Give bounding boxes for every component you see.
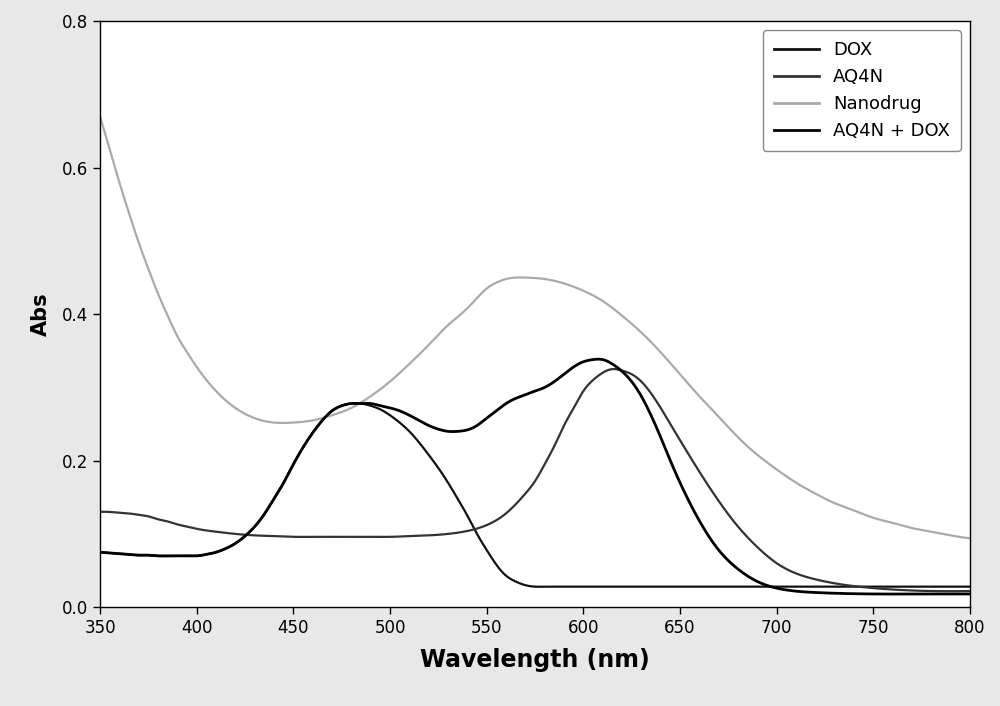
AQ4N bbox=[755, 546, 767, 555]
AQ4N bbox=[844, 582, 856, 590]
AQ4N + DOX bbox=[623, 374, 635, 383]
AQ4N bbox=[964, 587, 976, 595]
AQ4N + DOX bbox=[964, 590, 976, 598]
AQ4N + DOX bbox=[147, 551, 159, 560]
DOX bbox=[601, 582, 613, 591]
Line: DOX: DOX bbox=[100, 403, 970, 587]
AQ4N + DOX bbox=[94, 548, 106, 556]
Nanodrug bbox=[147, 277, 159, 286]
AQ4N + DOX bbox=[891, 590, 903, 598]
AQ4N bbox=[599, 367, 611, 376]
Nanodrug bbox=[622, 316, 634, 325]
DOX bbox=[147, 551, 159, 560]
Nanodrug bbox=[648, 341, 660, 349]
Line: Nanodrug: Nanodrug bbox=[100, 116, 970, 538]
AQ4N + DOX bbox=[844, 590, 856, 598]
Nanodrug bbox=[964, 534, 976, 542]
AQ4N bbox=[944, 587, 956, 595]
AQ4N bbox=[608, 365, 620, 373]
Nanodrug bbox=[754, 453, 766, 461]
DOX bbox=[94, 548, 106, 556]
AQ4N + DOX bbox=[600, 357, 612, 365]
DOX bbox=[350, 399, 362, 407]
AQ4N bbox=[94, 508, 106, 516]
DOX bbox=[756, 582, 768, 591]
Y-axis label: Abs: Abs bbox=[31, 292, 51, 336]
DOX bbox=[964, 582, 976, 591]
DOX bbox=[624, 582, 636, 591]
Nanodrug bbox=[843, 504, 855, 513]
DOX bbox=[533, 582, 545, 591]
Line: AQ4N: AQ4N bbox=[100, 369, 970, 591]
AQ4N bbox=[649, 395, 661, 404]
Nanodrug bbox=[94, 112, 106, 121]
AQ4N + DOX bbox=[649, 421, 661, 429]
DOX bbox=[650, 582, 662, 591]
Nanodrug bbox=[599, 299, 611, 307]
Legend: DOX, AQ4N, Nanodrug, AQ4N + DOX: DOX, AQ4N, Nanodrug, AQ4N + DOX bbox=[763, 30, 961, 151]
AQ4N bbox=[623, 369, 635, 377]
AQ4N + DOX bbox=[593, 355, 605, 364]
X-axis label: Wavelength (nm): Wavelength (nm) bbox=[420, 648, 650, 672]
AQ4N + DOX bbox=[755, 579, 767, 587]
DOX bbox=[845, 582, 857, 591]
Line: AQ4N + DOX: AQ4N + DOX bbox=[100, 359, 970, 594]
AQ4N bbox=[147, 513, 159, 522]
